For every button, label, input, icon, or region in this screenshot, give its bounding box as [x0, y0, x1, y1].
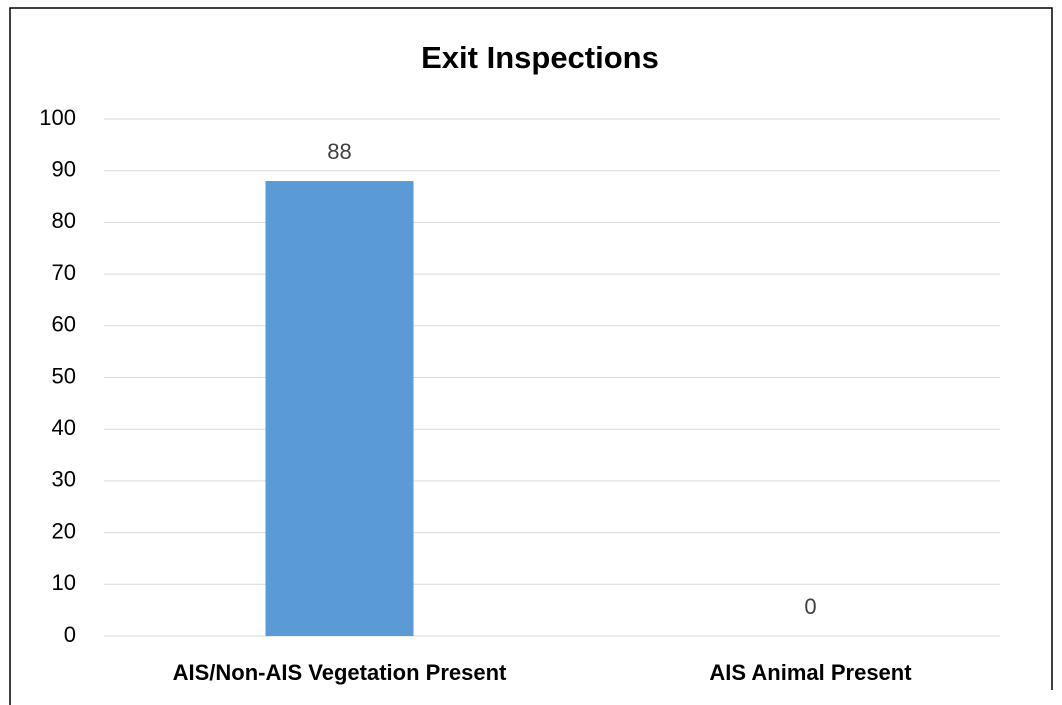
- y-tick-label: 90: [52, 157, 76, 182]
- y-tick-label: 30: [52, 467, 76, 492]
- y-tick-label: 10: [52, 570, 76, 595]
- x-tick-label: AIS Animal Present: [709, 660, 912, 685]
- data-label: 0: [804, 594, 816, 619]
- y-tick-label: 0: [64, 622, 76, 647]
- y-tick-label: 80: [52, 208, 76, 233]
- y-tick-label: 100: [39, 105, 76, 130]
- chart-title: Exit Inspections: [421, 40, 659, 75]
- x-tick-label: AIS/Non-AIS Vegetation Present: [173, 660, 507, 685]
- bar: [265, 181, 414, 637]
- data-label: 88: [327, 139, 351, 164]
- y-tick-label: 70: [52, 260, 76, 285]
- y-tick-label: 60: [52, 312, 76, 337]
- y-tick-label: 40: [52, 415, 76, 440]
- chart-border: [9, 7, 1053, 705]
- y-tick-label: 20: [52, 518, 76, 543]
- y-tick-label: 50: [52, 363, 76, 388]
